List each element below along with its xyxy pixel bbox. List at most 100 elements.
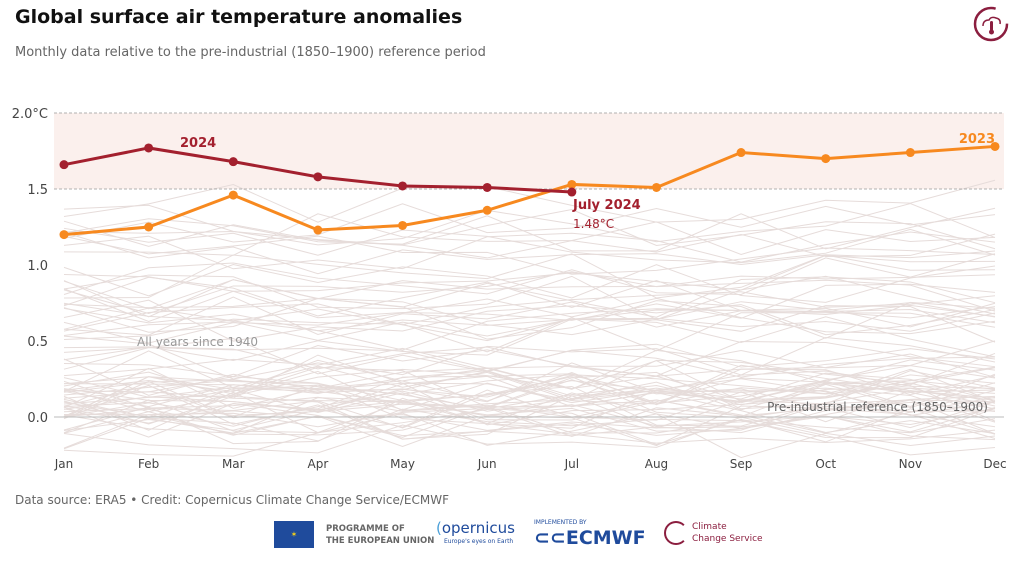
background-year-line <box>63 359 996 406</box>
background-year-line <box>63 376 996 421</box>
data-point-2023 <box>821 154 831 164</box>
background-year-line <box>63 235 996 275</box>
background-year-line <box>63 391 996 434</box>
ecmwf-text: ECMWF <box>565 527 646 549</box>
ecmwf-mark-icon: ⊂⊂ <box>534 527 566 549</box>
x-tick-label: May <box>390 457 415 471</box>
eu-line1: PROGRAMME OF <box>326 523 405 534</box>
y-tick-label: 2.0°C <box>12 107 48 122</box>
data-point-2023 <box>990 141 1000 151</box>
background-year-line <box>63 297 996 340</box>
background-year-line <box>63 365 996 404</box>
background-year-line <box>63 302 996 342</box>
background-year-line <box>63 349 996 392</box>
background-year-line <box>63 291 996 332</box>
background-year-line <box>63 412 996 459</box>
data-point-2023 <box>313 225 323 235</box>
background-year-line <box>63 283 996 322</box>
x-tick-label: Apr <box>308 457 329 471</box>
eu-logo: ✶ PROGRAMME OF THE EUROPEAN UNION <box>274 521 434 548</box>
background-year-line <box>63 263 996 303</box>
background-year-line <box>63 220 996 259</box>
x-tick-label: Jul <box>564 457 579 471</box>
background-year-line <box>63 203 996 243</box>
data-point-2024 <box>482 182 492 192</box>
c3s-icon <box>664 521 688 545</box>
data-point-2024 <box>59 160 69 170</box>
background-year-line <box>63 338 996 375</box>
background-year-line <box>63 344 996 378</box>
data-point-2023 <box>228 190 238 200</box>
background-year-line <box>63 276 996 318</box>
background-year-line <box>63 340 996 377</box>
label-2024: 2024 <box>180 136 216 151</box>
data-point-2023 <box>905 148 915 158</box>
ecmwf-tag: IMPLEMENTED BY <box>534 519 587 526</box>
background-year-line <box>63 399 996 431</box>
data-point-2024 <box>228 157 238 167</box>
c3s-logo: Climate Change Service <box>664 521 763 545</box>
background-year-line <box>63 213 996 256</box>
background-year-line <box>63 302 996 332</box>
line-chart: 2.0°C 1.5 1.0 0.5 0.0 Jan Feb Mar Apr May Jun Jul Au… <box>12 107 1007 471</box>
c3s-line1: Climate <box>692 522 727 532</box>
background-year-line <box>63 408 996 450</box>
data-point-2023 <box>398 220 408 230</box>
copernicus-text: opernicus <box>441 519 515 537</box>
label-2023: 2023 <box>959 132 995 147</box>
background-year-line <box>63 354 996 402</box>
y-tick-label: 1.5 <box>27 183 48 198</box>
background-year-line <box>63 385 996 429</box>
data-point-2023 <box>482 205 492 215</box>
x-tick-label: Oct <box>815 457 836 471</box>
background-year-line <box>63 367 996 409</box>
data-point-2023 <box>59 230 69 240</box>
background-year-line <box>63 341 996 377</box>
data-point-2024 <box>398 181 408 191</box>
data-point-2023 <box>651 182 661 192</box>
background-year-line <box>63 231 996 275</box>
x-tick-label: Nov <box>899 457 922 471</box>
copernicus-tag: Europe's eyes on Earth <box>444 538 514 545</box>
background-year-line <box>63 362 996 403</box>
data-point-2023 <box>736 148 746 158</box>
all-years-label: All years since 1940 <box>137 335 258 349</box>
background-year-line <box>63 376 996 413</box>
x-tick-label: Dec <box>983 457 1006 471</box>
c3s-thermometer-icon <box>973 6 1009 42</box>
background-year-line <box>63 203 996 246</box>
series-line-2023 <box>63 144 996 237</box>
x-tick-label: Sep <box>730 457 753 471</box>
shaded-band-1-5-to-2 <box>54 113 1004 189</box>
background-year-line <box>63 397 996 441</box>
background-year-line <box>63 416 996 456</box>
y-tick-label: 1.0 <box>27 259 48 274</box>
background-year-line <box>63 335 996 380</box>
reference-label: Pre-industrial reference (1850–1900) <box>767 400 988 414</box>
x-tick-label: Jan <box>54 457 74 471</box>
data-point-2023 <box>567 179 577 189</box>
x-tick-label: Mar <box>222 457 245 471</box>
july-2024-value: 1.48°C <box>573 217 614 231</box>
ecmwf-logo: IMPLEMENTED BY ⊂⊂ECMWF <box>534 518 646 549</box>
background-year-line <box>63 274 996 318</box>
y-tick-label: 0.0 <box>27 411 48 426</box>
x-tick-label: Jun <box>477 457 497 471</box>
data-point-2024 <box>144 143 154 153</box>
july-2024-label: July 2024 <box>572 198 641 213</box>
copernicus-logo: (opernicus Europe's eyes on Earth <box>436 518 515 546</box>
background-year-line <box>63 392 996 435</box>
y-tick-label: 0.5 <box>27 335 48 350</box>
x-tick-label: Aug <box>645 457 668 471</box>
background-year-line <box>63 271 996 314</box>
eu-line2: THE EUROPEAN UNION <box>326 535 435 546</box>
copernicus-bracket-icon: ( <box>436 519 442 537</box>
chart-title: Global surface air temperature anomalies <box>15 6 463 28</box>
data-point-2024 <box>567 187 577 197</box>
background-year-line <box>63 305 996 343</box>
data-point-2023 <box>144 222 154 232</box>
background-year-line <box>63 207 996 252</box>
background-year-line <box>63 316 996 361</box>
background-year-line <box>63 299 996 342</box>
c3s-line2: Change Service <box>692 534 763 544</box>
